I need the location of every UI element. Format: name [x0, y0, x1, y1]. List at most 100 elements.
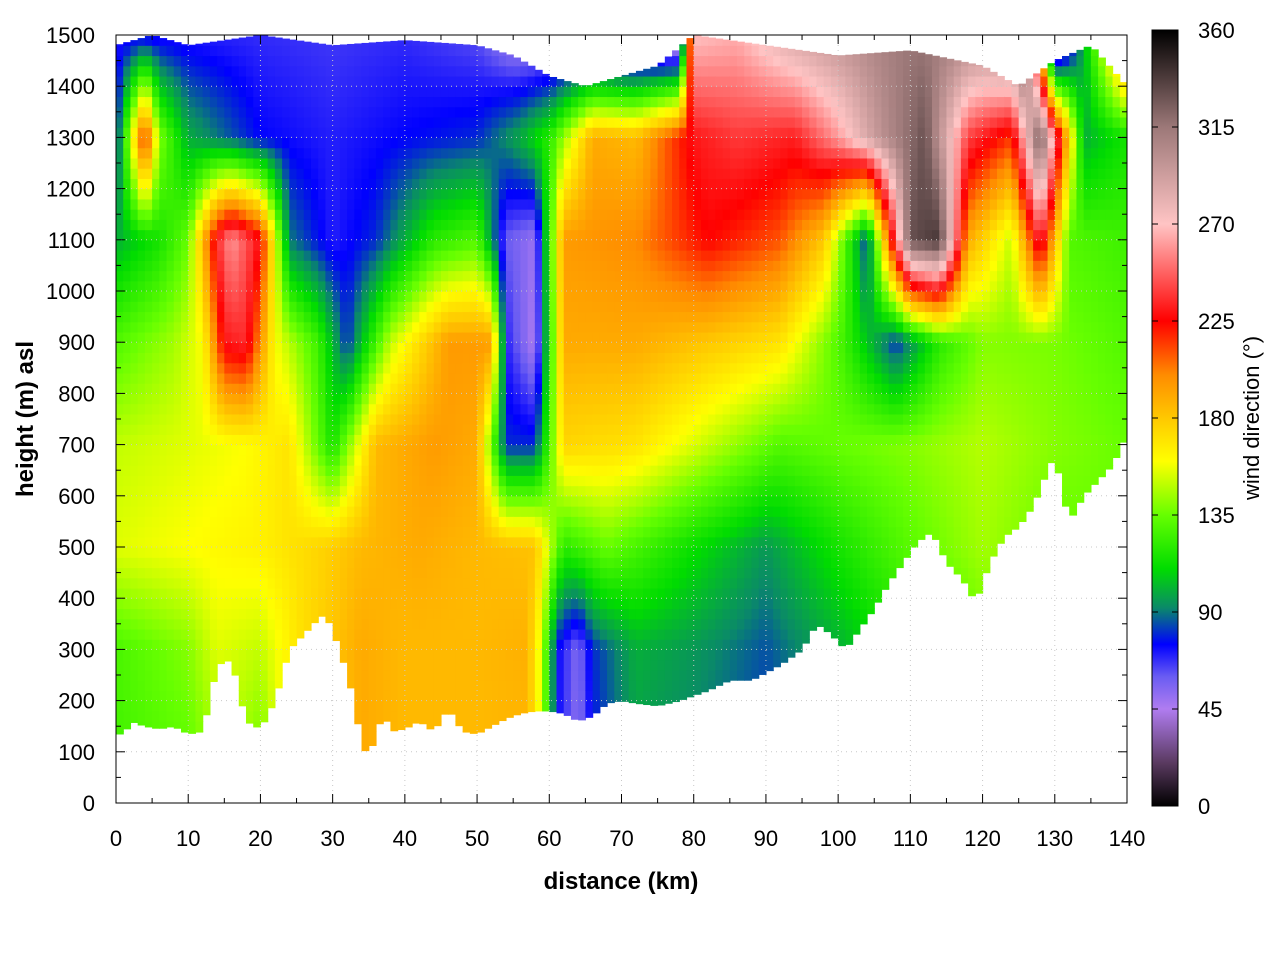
heatmap-cell	[628, 424, 637, 435]
heatmap-cell	[137, 301, 146, 313]
heatmap-cell	[556, 270, 565, 282]
heatmap-cell	[166, 55, 175, 67]
heatmap-cell	[383, 362, 392, 374]
heatmap-cell	[152, 608, 160, 620]
heatmap-cell	[542, 434, 550, 446]
heatmap-cell	[520, 301, 529, 313]
heatmap-cell	[159, 137, 168, 149]
heatmap-cell	[440, 587, 449, 599]
heatmap-cell	[267, 301, 276, 313]
heatmap-cell	[224, 291, 233, 302]
heatmap-cell	[563, 372, 572, 384]
heatmap-cell	[217, 209, 225, 220]
heatmap-cell	[484, 454, 493, 466]
heatmap-cell	[318, 587, 327, 599]
heatmap-cell	[534, 485, 543, 497]
heatmap-cell	[375, 301, 384, 313]
heatmap-cell	[570, 577, 579, 589]
heatmap-cell	[195, 485, 204, 497]
heatmap-cell	[628, 444, 637, 456]
heatmap-cell	[130, 280, 139, 292]
heatmap-cell	[585, 454, 594, 466]
heatmap-cell	[347, 96, 355, 108]
heatmap-cell	[549, 372, 558, 384]
heatmap-cell	[585, 485, 594, 497]
heatmap-cell	[542, 362, 550, 374]
heatmap-cell	[245, 65, 254, 77]
heatmap-cell	[643, 547, 651, 558]
heatmap-cell	[267, 311, 276, 323]
heatmap-cell	[354, 700, 363, 712]
heatmap-cell	[527, 270, 536, 282]
heatmap-cell	[209, 106, 218, 118]
heatmap-cell	[650, 526, 659, 538]
heatmap-cell	[643, 270, 651, 282]
heatmap-cell	[621, 137, 630, 149]
heatmap-cell	[310, 321, 319, 333]
heatmap-cell	[231, 65, 240, 77]
heatmap-cell	[448, 383, 457, 394]
heatmap-cell	[397, 116, 406, 128]
heatmap-cell	[245, 577, 254, 589]
heatmap-cell	[173, 393, 182, 405]
heatmap-cell	[657, 526, 666, 538]
heatmap-cell	[556, 649, 565, 661]
heatmap-cell	[245, 495, 254, 507]
heatmap-cell	[224, 86, 233, 98]
heatmap-cell	[274, 116, 283, 128]
heatmap-cell	[534, 147, 543, 159]
heatmap-cell	[477, 639, 485, 650]
heatmap-cell	[607, 669, 615, 681]
heatmap-cell	[556, 106, 565, 118]
heatmap-cell	[397, 96, 406, 108]
heatmap-cell	[498, 239, 507, 251]
heatmap-cell	[412, 352, 420, 364]
heatmap-cell	[282, 301, 290, 313]
heatmap-cell	[563, 209, 572, 220]
heatmap-cell	[209, 41, 218, 46]
heatmap-cell	[282, 239, 290, 251]
heatmap-cell	[578, 680, 586, 691]
heatmap-cell	[534, 75, 543, 87]
heatmap-cell	[354, 260, 363, 272]
heatmap-cell	[231, 342, 240, 354]
heatmap-cell	[339, 475, 348, 487]
heatmap-cell	[592, 495, 601, 507]
heatmap-cell	[303, 618, 312, 630]
heatmap-cell	[542, 383, 550, 394]
heatmap-cell	[238, 45, 247, 57]
heatmap-cell	[318, 65, 327, 77]
heatmap-cell	[440, 639, 449, 650]
heatmap-cell	[130, 352, 139, 364]
heatmap-cell	[224, 465, 233, 476]
heatmap-cell	[209, 536, 218, 548]
heatmap-cell	[585, 659, 594, 671]
heatmap-cell	[238, 157, 247, 169]
heatmap-cell	[339, 168, 348, 179]
heatmap-cell	[368, 260, 377, 272]
heatmap-cell	[375, 311, 384, 323]
heatmap-cell	[556, 485, 565, 497]
heatmap-cell	[123, 342, 132, 354]
heatmap-cell	[477, 495, 485, 507]
heatmap-cell	[339, 618, 348, 630]
heatmap-cell	[404, 188, 413, 200]
heatmap-cell	[505, 567, 514, 579]
heatmap-cell	[455, 475, 464, 487]
heatmap-cell	[253, 65, 262, 77]
heatmap-cell	[253, 45, 262, 57]
heatmap-cell	[274, 608, 283, 620]
heatmap-cell	[318, 403, 327, 415]
heatmap-cell	[116, 137, 124, 149]
heatmap-cell	[310, 352, 319, 364]
heatmap-cell	[260, 649, 269, 661]
heatmap-cell	[354, 352, 363, 364]
heatmap-cell	[137, 680, 146, 691]
heatmap-cell	[426, 547, 435, 558]
heatmap-cell	[296, 86, 305, 98]
heatmap-cell	[282, 321, 290, 333]
heatmap-cell	[224, 475, 233, 487]
heatmap-cell	[260, 352, 269, 364]
heatmap-cell	[260, 219, 269, 231]
heatmap-cell	[173, 608, 182, 620]
